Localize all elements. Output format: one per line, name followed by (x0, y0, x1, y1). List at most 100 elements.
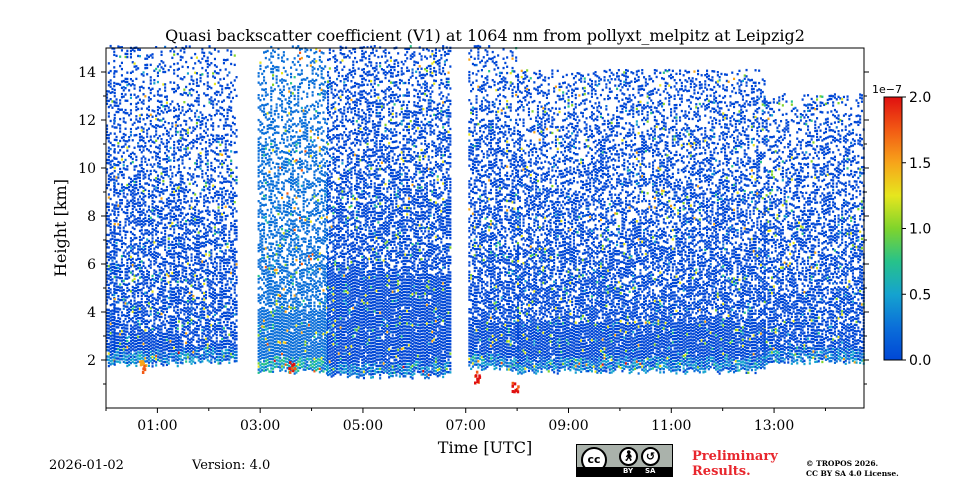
heatmap-cell (183, 313, 186, 316)
heatmap-cell (119, 230, 122, 233)
heatmap-cell (228, 358, 231, 361)
heatmap-cell (194, 302, 197, 305)
heatmap-cell (282, 207, 285, 210)
heatmap-cell (268, 345, 271, 348)
heatmap-cell (190, 296, 193, 300)
heatmap-cell (133, 87, 136, 90)
heatmap-cell (138, 195, 141, 198)
heatmap-cell (153, 297, 156, 300)
heatmap-cell (174, 202, 177, 205)
heatmap-cell (133, 262, 136, 265)
heatmap-cell (160, 325, 163, 328)
heatmap-cell (181, 159, 184, 162)
heatmap-cell (179, 317, 182, 321)
heatmap-cell (120, 186, 123, 189)
heatmap-cell (135, 289, 138, 293)
heatmap-cell (275, 268, 278, 272)
heatmap-cell (147, 140, 150, 143)
heatmap-cell (264, 91, 267, 94)
heatmap-cell (264, 197, 267, 200)
heatmap-cell (188, 245, 191, 248)
heatmap-cell (226, 86, 229, 90)
heatmap-cell (113, 312, 116, 315)
heatmap-cell (106, 130, 109, 134)
heatmap-cell (160, 60, 163, 63)
heatmap-cell (273, 284, 276, 288)
heatmap-cell (122, 323, 125, 326)
heatmap-cell (194, 112, 197, 115)
heatmap-cell (284, 213, 287, 217)
heatmap-cell (192, 360, 195, 363)
heatmap-cell (177, 298, 180, 301)
heatmap-cell (113, 104, 116, 107)
heatmap-cell (179, 355, 182, 358)
heatmap-cell (217, 243, 220, 247)
heatmap-cell (263, 369, 266, 372)
heatmap-cell (188, 273, 191, 276)
heatmap-cell (210, 249, 213, 252)
heatmap-cell (217, 328, 220, 331)
heatmap-cell (135, 302, 138, 305)
heatmap-cell (235, 306, 238, 310)
heatmap-cell (162, 61, 165, 64)
heatmap-cell (113, 66, 116, 69)
heatmap-cell (204, 125, 207, 128)
heatmap-cell (149, 119, 152, 123)
heatmap-cell (230, 271, 233, 275)
heatmap-cell (213, 329, 216, 332)
heatmap-cell (153, 256, 156, 260)
heatmap-cell (156, 205, 159, 209)
heatmap-cell (169, 290, 172, 293)
heatmap-cell (213, 348, 216, 351)
heatmap-cell (160, 256, 163, 259)
heatmap-cell (113, 226, 116, 229)
heatmap-cell (233, 179, 236, 182)
heatmap-cell (257, 172, 260, 175)
heatmap-cell (156, 240, 159, 243)
heatmap-cell (266, 277, 269, 280)
heatmap-cell (173, 359, 176, 362)
heatmap-cell (126, 330, 129, 333)
heatmap-cell (228, 268, 231, 271)
heatmap-cell (284, 319, 287, 323)
heatmap-cell (120, 183, 123, 186)
heatmap-cell (111, 293, 114, 297)
heatmap-cell (282, 347, 285, 350)
heatmap-cell (233, 338, 236, 341)
heatmap-cell (230, 343, 233, 346)
heatmap-cell (195, 165, 198, 169)
heatmap-cell (109, 160, 112, 163)
heatmap-cell (286, 220, 289, 223)
heatmap-cell (226, 323, 229, 327)
heatmap-cell (135, 274, 138, 277)
heatmap-cell (146, 282, 149, 285)
heatmap-cell (263, 132, 266, 135)
heatmap-cell (135, 252, 138, 255)
heatmap-cell (173, 306, 176, 309)
heatmap-cell (215, 140, 218, 143)
heatmap-cell (277, 297, 280, 300)
heatmap-cell (257, 128, 260, 131)
heatmap-cell (224, 305, 227, 308)
heatmap-cell (212, 72, 215, 75)
heatmap-cell (199, 323, 202, 326)
heatmap-cell (164, 173, 167, 177)
heatmap-cell (162, 286, 165, 289)
heatmap-cell (263, 313, 266, 316)
heatmap-cell (266, 333, 269, 337)
heatmap-cell (153, 241, 156, 244)
heatmap-cell (270, 320, 273, 323)
heatmap-cell (284, 269, 287, 273)
heatmap-cell (146, 344, 149, 347)
heatmap-cell (208, 329, 211, 332)
heatmap-cell (183, 91, 186, 94)
heatmap-cell (199, 348, 202, 351)
heatmap-cell (222, 252, 225, 255)
heatmap-cell (140, 341, 143, 344)
heatmap-cell (212, 306, 215, 309)
heatmap-cell (284, 107, 287, 111)
heatmap-cell (135, 177, 138, 180)
heatmap-cell (153, 284, 156, 288)
heatmap-cell (173, 53, 176, 56)
heatmap-cell (138, 217, 141, 220)
